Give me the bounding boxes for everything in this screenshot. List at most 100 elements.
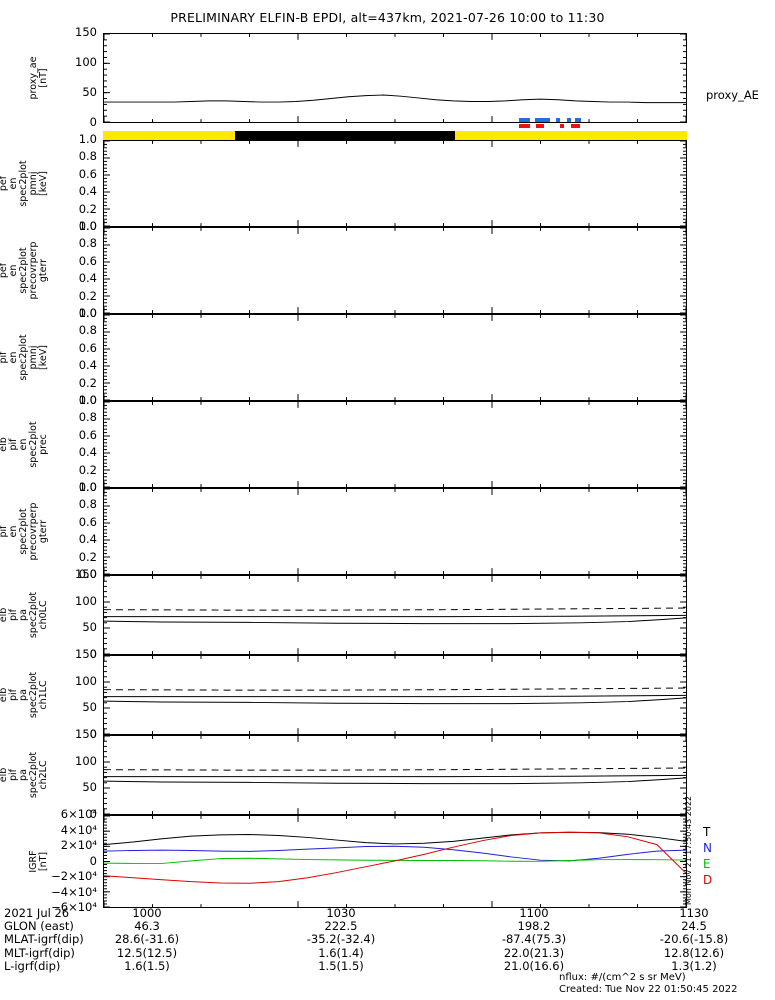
annotation-value: 1.6(1.5) <box>124 958 170 973</box>
y-tick-label: −6×10⁴ <box>51 900 97 914</box>
y-tick-label: 0.0 <box>78 219 97 233</box>
annotation-value: -87.4(75.3) <box>501 932 567 947</box>
panel-plot-area <box>104 315 686 400</box>
y-tick-label: 1.0 <box>78 132 97 146</box>
y-axis-title-line: ch1LC <box>38 680 49 710</box>
y-axis-title-line: gterr <box>38 258 49 283</box>
legend-entry-D: D <box>703 873 713 887</box>
annotation-value: 1030 <box>326 906 356 920</box>
ephemeris-annotations: 2021 Jul 26 1000 1030 1100 1130 GLON (east) 46… <box>4 906 775 973</box>
y-axis-title-line: prec <box>38 434 49 455</box>
annotation-row: MLT-igrf(dip) 12.5(12.5) 1.6(1.4) 22.0(21.3… <box>4 945 775 960</box>
legend-entry-E: E <box>703 857 711 871</box>
annotation-value: 24.5 <box>681 919 707 934</box>
y-tick-label: −2×10⁴ <box>51 869 97 883</box>
y-axis-title-line: [keV] <box>38 345 49 370</box>
panel-plot-area <box>104 489 686 574</box>
legend-proxy-ae: proxy_AE <box>706 88 759 102</box>
annotation-value: 1000 <box>132 906 162 920</box>
y-tick-label: 0.6 <box>78 166 97 181</box>
annotation-value: 12.5(12.5) <box>116 945 178 960</box>
panel-elb-pif-en-precovrperp-gterr <box>103 488 687 575</box>
y-tick-label: 150 <box>75 25 97 39</box>
annotation-value: 28.6(-31.6) <box>114 932 180 947</box>
y-axis-title-line: [keV] <box>38 171 49 196</box>
y-tick-label: −4×10⁴ <box>51 884 97 899</box>
y-tick-label: 0.6 <box>78 427 97 442</box>
panel-plot-area <box>104 736 686 814</box>
y-tick-label: 0 <box>89 853 97 868</box>
panel-plot-area <box>104 656 686 734</box>
y-tick-label: 50 <box>82 700 97 715</box>
panel-elb-pif-pa-ch0lc <box>103 575 687 655</box>
panel-elb-pef-en-precovrperp-gterr <box>103 227 687 314</box>
panel-plot-area <box>104 34 686 122</box>
status-marker-red <box>559 124 564 128</box>
y-axis-title-elb-pif-pa-ch2lc: elb pif pa spec2plot ch2LC <box>0 735 49 815</box>
y-tick-label: 0.4 <box>78 532 97 547</box>
y-axis-title-elb-pif-en-pmnj: elbpifenspec2plotpmnj[keV] <box>0 314 49 401</box>
annotation-value: -20.6(-15.8) <box>659 932 729 947</box>
legend-entry-T: T <box>703 825 711 839</box>
status-marker-blue <box>518 118 531 122</box>
y-tick-label: 0.2 <box>78 462 97 477</box>
y-tick-label: 0.4 <box>78 445 97 460</box>
y-tick-label: 100 <box>75 593 97 608</box>
panel-igrf <box>103 815 687 908</box>
y-tick-label: 0.4 <box>78 271 97 286</box>
annotation-value: 1.3(1.2) <box>671 958 717 973</box>
status-marker-blue <box>574 118 581 122</box>
panel-plot-area <box>104 576 686 654</box>
annotation-value: 1100 <box>519 906 549 920</box>
y-axis-title-line: [nT] <box>38 851 49 872</box>
annotation-value: 1.6(1.4) <box>318 945 364 960</box>
y-axis-title-line: ch0LC <box>38 600 49 630</box>
annotation-value: 21.0(16.6) <box>503 958 565 973</box>
y-tick-label: 0.2 <box>78 288 97 303</box>
annotation-row: 2021 Jul 26 1000 1030 1100 1130 <box>4 906 775 920</box>
y-tick-label: 50 <box>82 620 97 635</box>
y-tick-label: 0.2 <box>78 375 97 390</box>
y-tick-label: 0.4 <box>78 358 97 373</box>
y-axis-title-line: ch2LC <box>38 760 49 790</box>
y-axis-title-elb-pif-en-precovrperp-gterr: elbpifenspec2plotprecovrperpgterr <box>0 488 49 575</box>
panel-plot-area <box>104 816 686 907</box>
page-title: PRELIMINARY ELFIN-B EPDI, alt=437km, 202… <box>170 10 605 25</box>
y-tick-label: 0.8 <box>78 497 97 512</box>
y-axis-title-line: [nT] <box>38 68 49 88</box>
y-tick-label: 0.8 <box>78 410 97 425</box>
status-bar-dark-segment <box>234 131 456 140</box>
annotation-label: MLT-igrf(dip) <box>4 945 75 960</box>
y-axis-title-elb-pef-en-pmnj: elbpefenspec2plotpmnj[keV] <box>0 140 49 227</box>
y-tick-label: 0 <box>89 807 97 821</box>
status-marker-red <box>536 124 545 128</box>
annotation-row: GLON (east) 46.3 222.5 198.2 24.5 <box>4 919 775 934</box>
y-tick-label: 0.2 <box>78 549 97 564</box>
y-tick-label: 1.0 <box>78 393 97 407</box>
series-loss_cone_dashed <box>104 687 686 691</box>
status-marker-red <box>571 124 580 128</box>
y-tick-label: 0.0 <box>78 480 97 494</box>
y-axis-title-elb-pef-en-precovrperp-gterr: elbpefenspec2plotprecovrperpgterr <box>0 227 49 314</box>
series-anti_loss_cone <box>104 774 686 778</box>
y-axis-title-elb-pif-pa-ch1lc: elb pif pa spec2plot ch1LC <box>0 655 49 735</box>
series-loss_cone_dashed <box>104 607 686 611</box>
panel-plot-area <box>104 228 686 313</box>
annotation-label: L-igrf(dip) <box>4 958 61 973</box>
status-marker-blue <box>535 118 551 122</box>
status-marker-red <box>518 124 531 128</box>
y-tick-label: 2×10⁴ <box>60 838 97 852</box>
panel-proxy-ae <box>103 33 687 123</box>
status-bar <box>103 131 687 140</box>
y-axis-title-elb-pif-pa-ch0lc: elb pif pa spec2plot ch0LC <box>0 575 49 655</box>
annotation-row: L-igrf(dip) 1.6(1.5) 1.5(1.5) 21.0(16.6) 1.3… <box>4 958 775 973</box>
y-axis-title-igrf: IGRF [nT] <box>28 815 49 908</box>
y-tick-label: 6×10⁴ <box>60 807 97 821</box>
annotation-value: 198.2 <box>517 919 551 934</box>
footer-created: Created: Tue Nov 22 01:50:45 2022 <box>559 983 738 995</box>
status-marker-blue <box>555 118 560 122</box>
series-N <box>104 845 686 862</box>
y-tick-label: 1.0 <box>78 480 97 494</box>
y-tick-label: 0.6 <box>78 340 97 355</box>
